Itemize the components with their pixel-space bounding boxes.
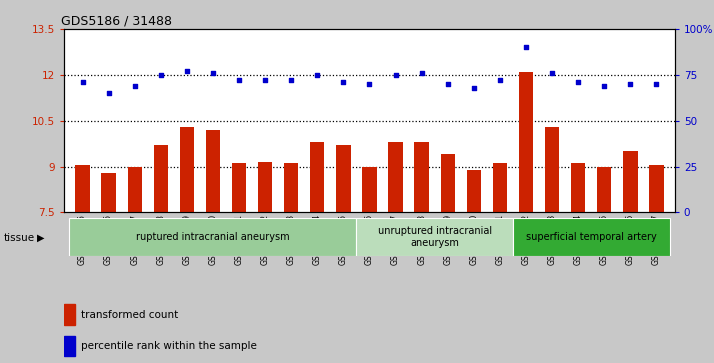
Text: ruptured intracranial aneurysm: ruptured intracranial aneurysm <box>136 232 290 242</box>
Bar <box>597 167 611 212</box>
Bar <box>101 173 116 212</box>
Text: tissue: tissue <box>4 233 35 243</box>
Bar <box>128 167 142 212</box>
Point <box>573 79 584 85</box>
Text: GDS5186 / 31488: GDS5186 / 31488 <box>61 15 172 28</box>
Point <box>521 45 532 50</box>
Point <box>416 70 428 76</box>
Bar <box>623 151 638 212</box>
Bar <box>545 127 559 212</box>
Point <box>103 90 114 96</box>
Bar <box>76 165 90 212</box>
Point <box>442 81 453 87</box>
Bar <box>284 163 298 212</box>
Point <box>286 77 297 83</box>
Point <box>468 85 480 91</box>
Bar <box>649 165 663 212</box>
Bar <box>258 162 272 212</box>
Text: percentile rank within the sample: percentile rank within the sample <box>81 341 257 351</box>
Bar <box>571 163 585 212</box>
Point <box>181 68 193 74</box>
Point <box>77 79 89 85</box>
Bar <box>441 154 455 212</box>
Point <box>129 83 141 89</box>
Bar <box>356 218 513 256</box>
Bar <box>336 145 351 212</box>
Point <box>650 81 662 87</box>
Bar <box>519 72 533 212</box>
Text: transformed count: transformed count <box>81 310 178 320</box>
Bar <box>154 145 168 212</box>
Bar <box>388 142 403 212</box>
Bar <box>415 142 429 212</box>
Point <box>546 70 558 76</box>
Bar <box>513 218 670 256</box>
Point <box>494 77 506 83</box>
Text: ▶: ▶ <box>37 233 45 243</box>
Bar <box>362 167 377 212</box>
Bar <box>180 127 194 212</box>
Point <box>311 72 323 78</box>
Point <box>259 77 271 83</box>
Point <box>363 81 376 87</box>
Bar <box>69 218 356 256</box>
Text: superficial temporal artery: superficial temporal artery <box>526 232 657 242</box>
Point <box>598 83 610 89</box>
Point <box>625 81 636 87</box>
Point <box>233 77 245 83</box>
Bar <box>310 142 324 212</box>
Text: unruptured intracranial
aneurysm: unruptured intracranial aneurysm <box>378 226 492 248</box>
Point <box>390 72 401 78</box>
Bar <box>232 163 246 212</box>
Bar <box>64 304 75 325</box>
Bar <box>206 130 220 212</box>
Bar <box>493 163 507 212</box>
Point <box>155 72 166 78</box>
Bar <box>467 170 481 212</box>
Bar <box>64 335 75 356</box>
Point <box>338 79 349 85</box>
Point <box>207 70 218 76</box>
